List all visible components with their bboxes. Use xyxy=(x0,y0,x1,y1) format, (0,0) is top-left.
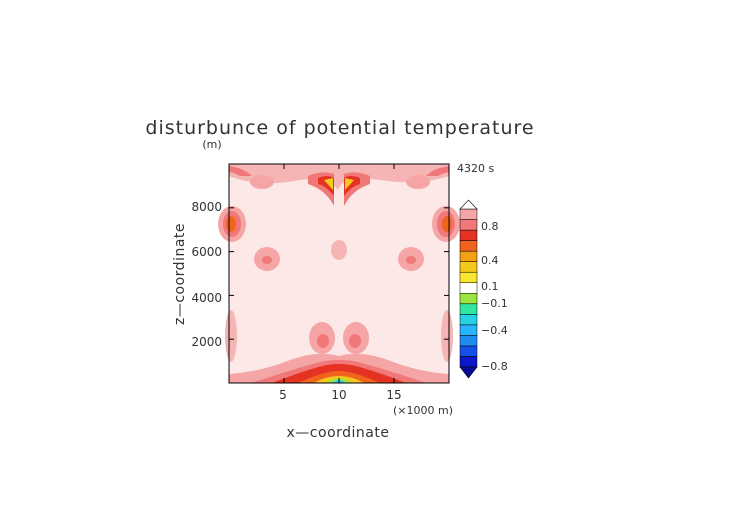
x-tick-label: 10 xyxy=(331,388,346,402)
colorbar-max-arrow xyxy=(459,199,478,210)
y-unit-label: (m) xyxy=(202,138,221,151)
y-tick-label: 4000 xyxy=(191,291,222,305)
colorbar-segment xyxy=(459,314,478,326)
contour-region xyxy=(442,216,452,232)
colorbar-segment xyxy=(459,271,478,283)
contour-region xyxy=(229,166,252,176)
contour-region xyxy=(441,310,453,362)
x-tick-label: 15 xyxy=(386,388,401,402)
colorbar-segment xyxy=(459,293,478,305)
x-tick-label: 5 xyxy=(279,388,287,402)
colorbar-label: 0.4 xyxy=(481,254,499,267)
colorbar-segment xyxy=(459,208,478,220)
contour-region xyxy=(229,164,449,190)
x-unit-label: (×1000 m) xyxy=(393,404,453,417)
contour-region xyxy=(336,320,342,356)
colorbar-segment xyxy=(459,335,478,347)
x-axis-label: x—coordinate xyxy=(287,425,390,441)
contour-region xyxy=(426,166,449,176)
time-label: 4320 s xyxy=(457,162,494,175)
colorbar xyxy=(459,199,478,379)
colorbar-segment xyxy=(459,240,478,252)
y-tick-label: 8000 xyxy=(191,200,222,214)
colorbar-label: −0.1 xyxy=(481,297,508,310)
contour-fill-layer xyxy=(218,164,460,383)
y-axis-label: z—coordinate xyxy=(172,223,188,325)
colorbar-label: 0.1 xyxy=(481,280,499,293)
colorbar-segment xyxy=(459,250,478,262)
contour-region xyxy=(317,334,329,348)
contour-region xyxy=(324,178,333,190)
y-tick-label: 6000 xyxy=(191,245,222,259)
colorbar-segment xyxy=(459,324,478,336)
contour-region xyxy=(262,256,272,264)
colorbar-segment xyxy=(459,282,478,294)
colorbar-segment xyxy=(459,356,478,368)
contour-region xyxy=(226,216,236,232)
contour-region xyxy=(345,178,354,190)
colorbar-label: −0.8 xyxy=(481,360,508,373)
contour-region xyxy=(250,175,274,189)
contour-region xyxy=(349,334,361,348)
colorbar-segment xyxy=(459,261,478,273)
colorbar-segment xyxy=(459,303,478,315)
contour-region xyxy=(406,175,430,189)
colorbar-segment xyxy=(459,345,478,357)
contour-region xyxy=(331,240,347,260)
colorbar-segment xyxy=(459,219,478,231)
contour-region xyxy=(225,310,237,362)
colorbar-segment xyxy=(459,229,478,241)
plot-area xyxy=(218,163,460,384)
chart-title: disturbunce of potential temperature xyxy=(145,117,534,139)
colorbar-label: 0.8 xyxy=(481,220,499,233)
colorbar-min-arrow xyxy=(459,366,478,379)
contour-region xyxy=(406,256,416,264)
axis-ticks xyxy=(229,164,449,383)
colorbar-label: −0.4 xyxy=(481,324,508,337)
y-tick-label: 2000 xyxy=(191,335,222,349)
